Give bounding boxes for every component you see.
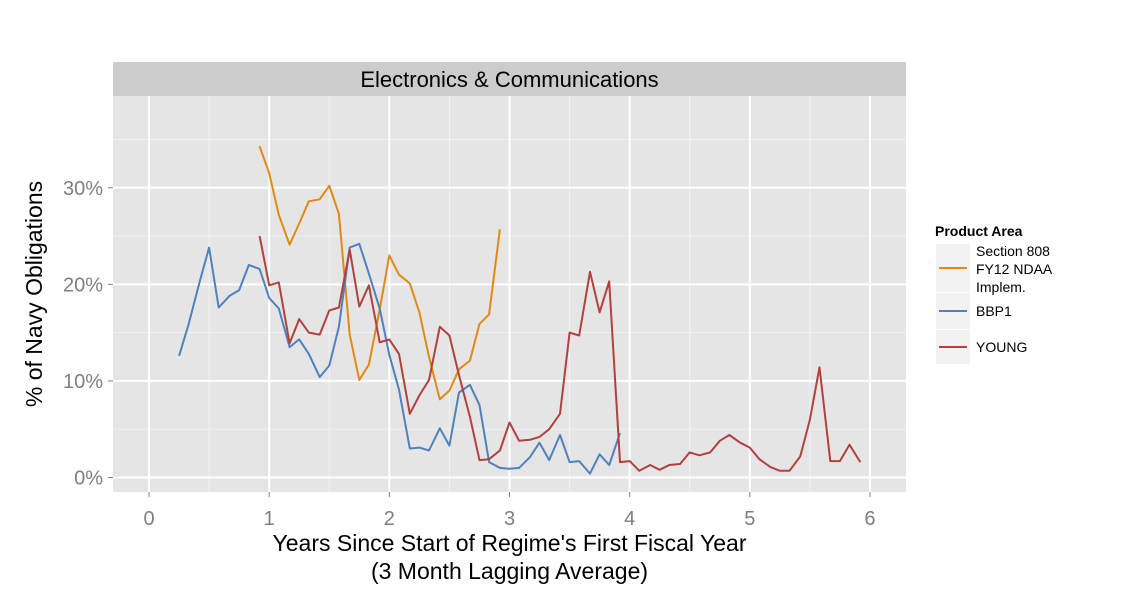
x-axis: 0 1 2 3 4 5 6 (143, 492, 876, 530)
y-axis-title: % of Navy Obligations (21, 181, 47, 407)
legend-label: YOUNG (976, 339, 1027, 355)
x-tick-label: 5 (744, 508, 755, 530)
x-tick-label: 6 (864, 508, 875, 530)
x-tick-label: 4 (624, 508, 635, 530)
legend-label: FY12 NDAA (976, 261, 1053, 277)
y-tick-label: 20% (63, 274, 103, 296)
x-tick-label: 1 (264, 508, 275, 530)
legend-title: Product Area (935, 223, 1023, 239)
series-layer (178, 145, 862, 475)
x-tick-label: 2 (384, 508, 395, 530)
facet-title: Electronics & Communications (360, 67, 658, 92)
x-tick-label: 3 (504, 508, 515, 530)
legend-label: Implem. (976, 279, 1026, 295)
y-tick-label: 30% (63, 178, 103, 200)
grid-lines (113, 96, 906, 492)
y-axis: 0% 10% 20% 30% (63, 178, 113, 490)
series-line-young (258, 235, 862, 472)
facet-strip (113, 62, 906, 96)
x-tick-label: 0 (143, 508, 154, 530)
series-line-bbp1 (178, 242, 621, 475)
legend: Product Area Section 808 FY12 NDAA Implem.… (935, 223, 1053, 364)
legend-label: BBP1 (976, 303, 1012, 319)
y-tick-label: 0% (74, 468, 103, 490)
y-tick-label: 10% (63, 371, 103, 393)
x-axis-title-line1: Years Since Start of Regime's First Fisc… (273, 530, 747, 556)
legend-label: Section 808 (976, 243, 1050, 259)
x-axis-title-line2: (3 Month Lagging Average) (371, 558, 648, 584)
